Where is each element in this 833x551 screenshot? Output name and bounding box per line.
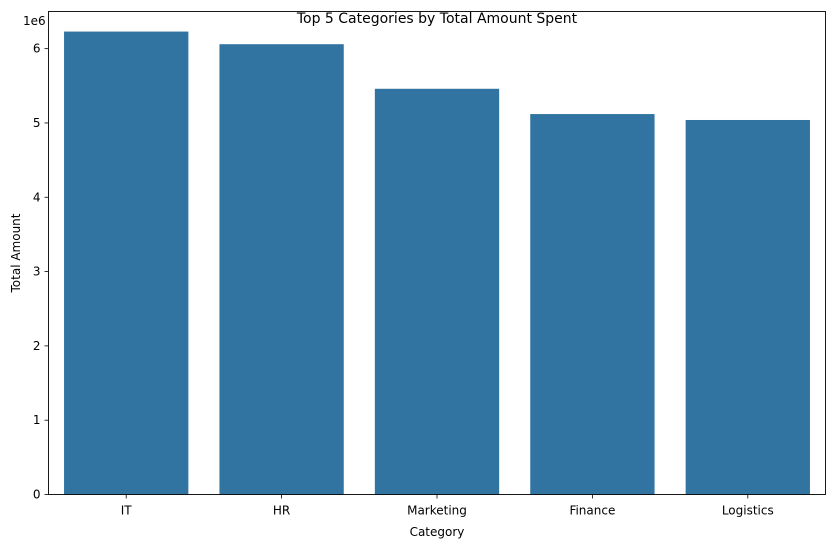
y-tick-label: 4 xyxy=(33,190,41,204)
y-offset-label: 1e6 xyxy=(23,14,46,28)
y-tick-label: 3 xyxy=(33,265,41,279)
bar-hr xyxy=(219,44,344,495)
bar-marketing xyxy=(374,88,500,495)
bar-logistics xyxy=(685,119,810,495)
plot-frame xyxy=(48,11,826,495)
chart-title: Top 5 Categories by Total Amount Spent xyxy=(296,11,578,27)
x-tick-label: Finance xyxy=(569,504,615,518)
x-axis-ticks: IT HR Marketing Finance Logistics xyxy=(121,494,774,518)
x-tick-label: HR xyxy=(273,504,290,518)
y-tick-label: 5 xyxy=(33,116,41,130)
x-tick-label: IT xyxy=(121,504,133,518)
x-axis-label: Category xyxy=(410,525,465,539)
y-axis-label: Total Amount xyxy=(9,213,23,293)
x-tick-label: Marketing xyxy=(407,504,467,518)
y-tick-label: 1 xyxy=(33,413,41,427)
y-tick-label: 2 xyxy=(33,339,41,353)
bars-group xyxy=(64,31,810,495)
bar-it xyxy=(64,31,189,495)
y-tick-label: 6 xyxy=(33,42,41,56)
y-axis-ticks: 0 1 2 3 4 5 6 xyxy=(33,42,49,502)
x-tick-label: Logistics xyxy=(722,504,774,518)
y-tick-label: 0 xyxy=(33,488,41,502)
bar-finance xyxy=(530,114,655,495)
